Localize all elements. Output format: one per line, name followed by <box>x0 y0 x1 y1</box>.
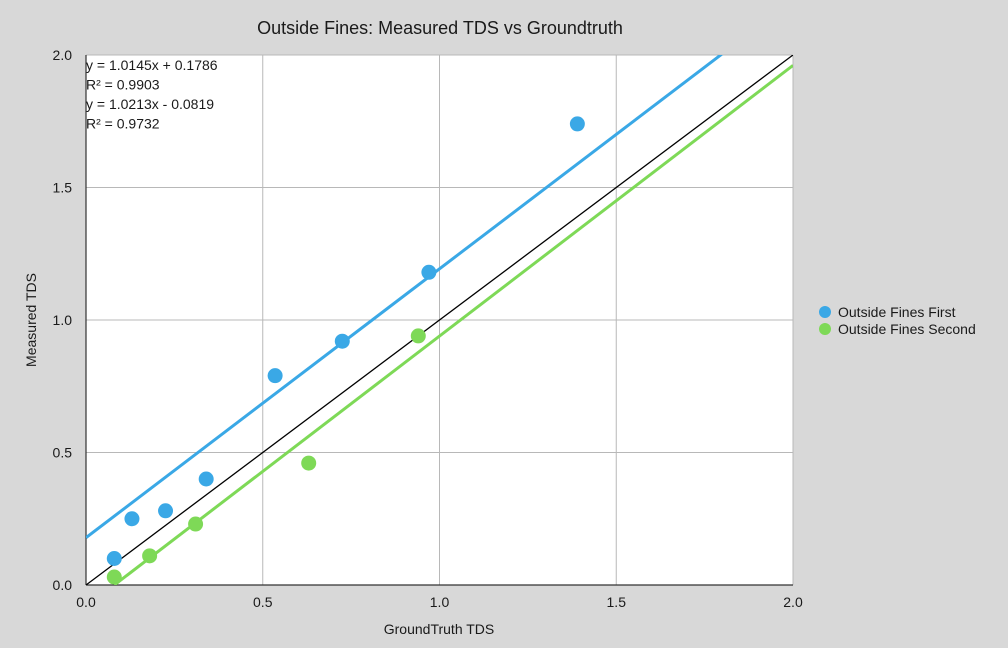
data-point <box>410 328 426 344</box>
data-points <box>106 116 585 585</box>
trendline-equation: R² = 0.9903 <box>86 77 160 93</box>
data-point <box>334 333 350 349</box>
x-tick-label: 1.5 <box>607 594 627 610</box>
data-point <box>158 503 174 519</box>
trendline-equation: y = 1.0213x - 0.0819 <box>86 96 214 112</box>
trendline-series-1 <box>86 55 724 539</box>
trendlines <box>86 55 793 585</box>
legend-marker <box>819 306 831 318</box>
legend-marker <box>819 323 831 335</box>
y-axis-label: Measured TDS <box>23 273 39 367</box>
data-point <box>301 455 317 471</box>
reference-line <box>86 55 793 585</box>
y-tick-label: 0.0 <box>53 577 73 593</box>
data-point <box>142 548 158 564</box>
x-tick-label: 0.5 <box>253 594 273 610</box>
data-point <box>267 368 283 384</box>
y-tick-label: 0.5 <box>53 445 73 461</box>
x-axis-label: GroundTruth TDS <box>384 621 495 637</box>
axes: 0.0 0.5 1.0 1.5 2.0 0.0 0.5 1.0 1.5 2.0 <box>53 47 803 610</box>
data-point <box>421 264 437 280</box>
y-tick-label: 1.0 <box>53 312 73 328</box>
data-point <box>198 471 214 487</box>
x-tick-label: 1.0 <box>430 594 450 610</box>
trendline-equation: y = 1.0145x + 0.1786 <box>86 57 218 73</box>
data-point <box>124 511 140 527</box>
data-point <box>188 516 204 532</box>
x-tick-label: 2.0 <box>783 594 803 610</box>
legend-label: Outside Fines First <box>838 304 956 320</box>
x-tick-label: 0.0 <box>76 594 96 610</box>
chart-title: Outside Fines: Measured TDS vs Groundtru… <box>257 18 623 38</box>
trendline-series-2 <box>113 64 793 585</box>
equations: y = 1.0145x + 0.1786 R² = 0.9903 y = 1.021… <box>86 57 218 132</box>
trendline-equation: R² = 0.9732 <box>86 116 160 132</box>
data-point <box>106 569 122 585</box>
data-point <box>106 551 122 566</box>
legend-label: Outside Fines Second <box>838 321 976 337</box>
data-point <box>569 116 585 132</box>
y-tick-label: 1.5 <box>53 180 73 196</box>
y-tick-label: 2.0 <box>53 47 73 63</box>
